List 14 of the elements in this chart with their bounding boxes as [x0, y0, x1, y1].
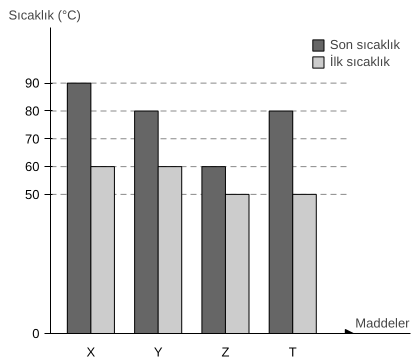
y-tick-label: 60	[25, 159, 40, 174]
y-tick-label: 70	[25, 131, 40, 146]
x-tick-label: Z	[221, 344, 230, 360]
legend-label: İlk sıcaklık	[330, 54, 390, 69]
y-tick-label: 90	[25, 76, 40, 91]
x-tick-label: Y	[154, 344, 163, 360]
y-axis-title: Sıcaklık (°C)	[8, 8, 81, 22]
x-tick-label: T	[288, 344, 297, 360]
y-tick-label: 0	[32, 326, 40, 341]
legend-label: Son sıcaklık	[330, 37, 400, 52]
y-tick-label: 50	[25, 186, 40, 202]
y-tick-label: 80	[25, 103, 40, 118]
x-tick-label: X	[86, 344, 96, 360]
x-axis-title: Maddeler	[355, 316, 410, 330]
